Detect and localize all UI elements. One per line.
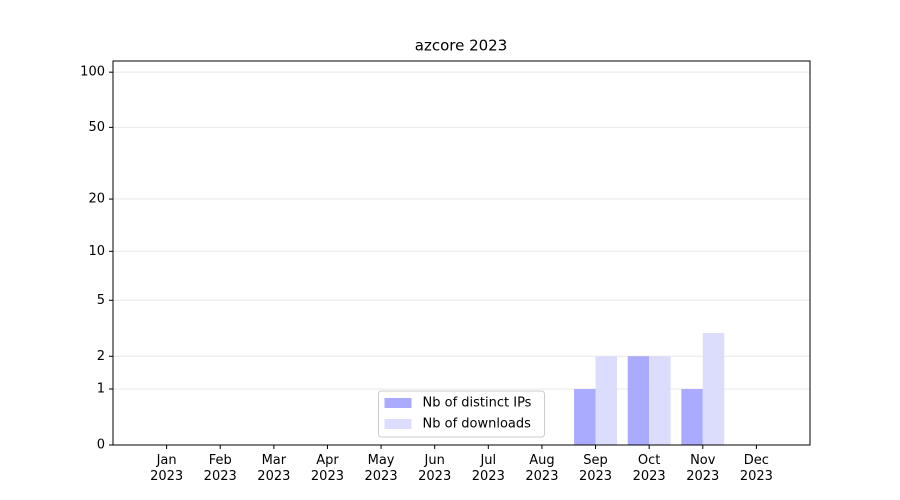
legend-label: Nb of distinct IPs <box>423 396 532 411</box>
legend-label: Nb of downloads <box>423 417 532 432</box>
bar <box>649 356 671 445</box>
bar <box>702 333 725 445</box>
legend-swatch <box>384 419 412 429</box>
y-tick-label: 100 <box>80 65 105 80</box>
x-tick-label: Oct 2023 <box>632 453 666 484</box>
y-tick-label: 5 <box>97 293 105 308</box>
y-tick-label: 1 <box>97 382 105 397</box>
x-tick-label: Sep 2023 <box>578 453 613 484</box>
y-tick-label: 2 <box>97 349 105 364</box>
x-tick-label: Jul 2023 <box>471 453 505 484</box>
legend-swatch <box>384 398 412 408</box>
x-tick-label: Apr 2023 <box>310 453 344 484</box>
x-tick-label: May 2023 <box>364 453 398 484</box>
x-tick-label: Jun 2023 <box>418 453 452 484</box>
x-tick-label: Mar 2023 <box>257 453 291 484</box>
x-tick-label: Dec 2023 <box>739 453 773 484</box>
plot-frame <box>112 60 811 446</box>
x-tick-label: Aug 2023 <box>525 453 559 484</box>
legend-box <box>378 390 545 438</box>
bar <box>681 389 703 445</box>
x-tick-label: Jan 2023 <box>150 453 184 484</box>
bar <box>574 389 596 445</box>
y-tick-label: 50 <box>88 120 105 135</box>
legend: Nb of distinct IPs Nb of downloads <box>378 390 545 438</box>
y-tick-label: 10 <box>88 244 105 259</box>
chart-title: azcore 2023 <box>415 37 508 55</box>
x-tick-label: Feb 2023 <box>203 453 237 484</box>
y-tick-label: 0 <box>97 438 105 453</box>
bar <box>627 356 650 445</box>
y-tick-label: 20 <box>88 192 105 207</box>
x-tick-label: Nov 2023 <box>686 453 720 484</box>
bar <box>595 356 617 445</box>
